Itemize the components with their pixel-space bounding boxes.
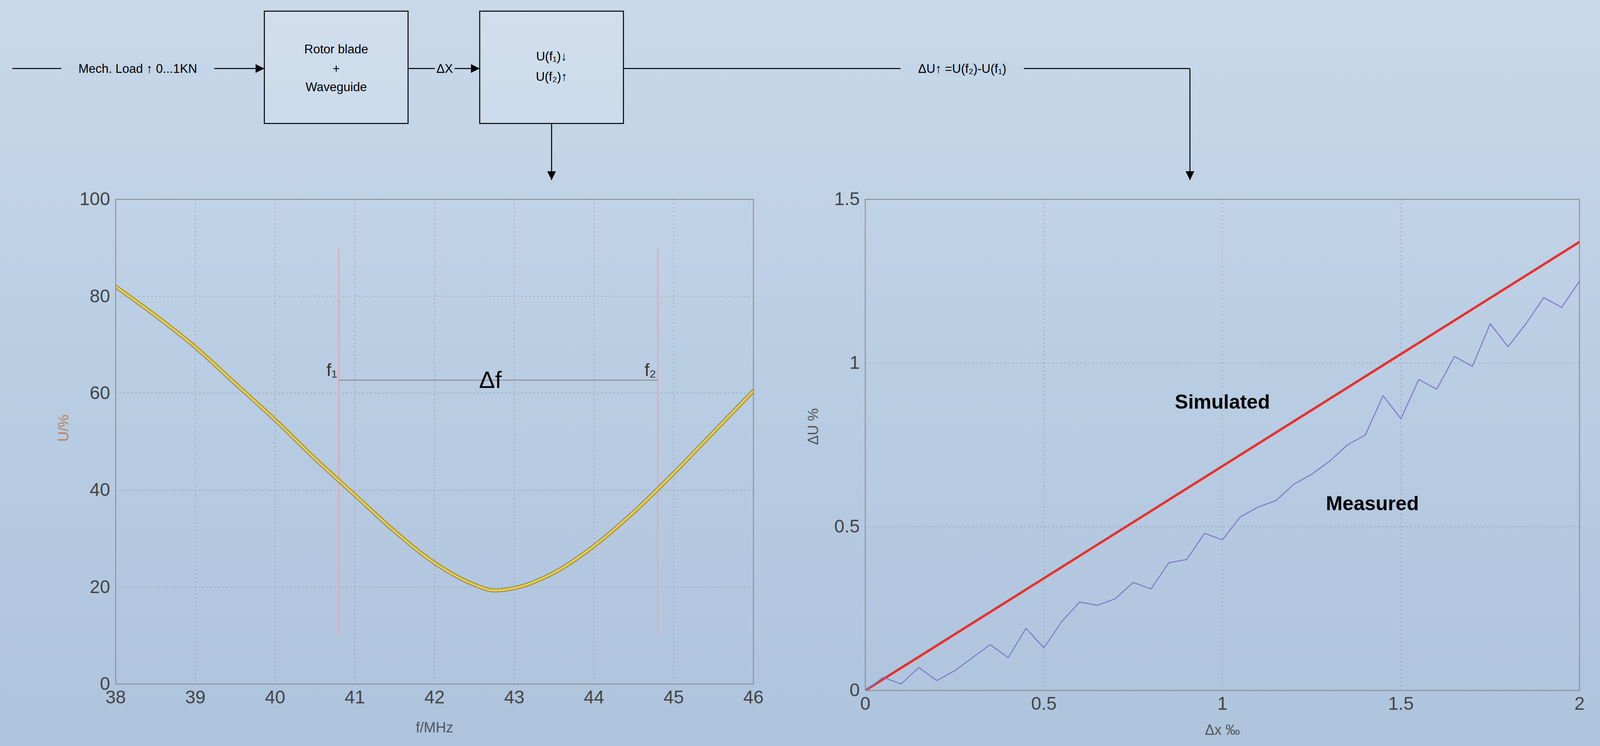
svg-text:45: 45 [663,686,684,708]
svg-text:80: 80 [89,285,110,307]
svg-text:43: 43 [504,686,525,708]
svg-text:0: 0 [860,692,871,714]
svg-text:Δx ‰: Δx ‰ [1204,721,1240,738]
svg-text:ΔU↑ =U(f₂)-U(f₁): ΔU↑ =U(f₂)-U(f₁) [918,61,1007,76]
svg-text:Mech. Load ↑ 0...1KN: Mech. Load ↑ 0...1KN [78,61,198,76]
svg-text:42: 42 [424,686,445,708]
svg-text:100: 100 [79,188,111,210]
svg-text:U(f₂)↑: U(f₂)↑ [535,69,568,84]
svg-text:ΔX: ΔX [436,61,454,76]
svg-text:f₁: f₁ [326,359,338,380]
svg-text:f/MHz: f/MHz [416,718,454,736]
svg-text:0.5: 0.5 [834,515,860,537]
svg-text:U(f₁)↓: U(f₁)↓ [536,49,568,64]
svg-text:60: 60 [89,382,110,403]
svg-text:0: 0 [849,679,860,700]
svg-text:46: 46 [743,686,764,708]
svg-text:38: 38 [105,686,126,708]
svg-text:Waveguide: Waveguide [305,80,368,94]
svg-text:1: 1 [849,351,860,373]
svg-text:+: + [332,61,340,76]
svg-text:1.5: 1.5 [834,188,860,210]
svg-text:0: 0 [99,672,111,694]
svg-text:U/%: U/% [55,414,72,442]
svg-text:40: 40 [264,686,286,708]
svg-text:Measured: Measured [1326,492,1419,515]
svg-text:1.5: 1.5 [1388,692,1414,714]
svg-text:Simulated: Simulated [1174,390,1270,413]
svg-text:41: 41 [344,686,366,708]
svg-text:0.5: 0.5 [1031,692,1057,714]
svg-text:Δf: Δf [478,366,502,393]
svg-text:1: 1 [1217,692,1228,714]
svg-text:ΔU %: ΔU % [804,408,822,445]
svg-text:2: 2 [1574,692,1585,714]
svg-text:f₂: f₂ [644,359,657,380]
svg-text:39: 39 [185,686,206,708]
svg-text:20: 20 [89,576,110,597]
svg-text:Rotor blade: Rotor blade [304,42,368,57]
svg-text:40: 40 [89,478,110,500]
svg-text:44: 44 [583,686,604,708]
